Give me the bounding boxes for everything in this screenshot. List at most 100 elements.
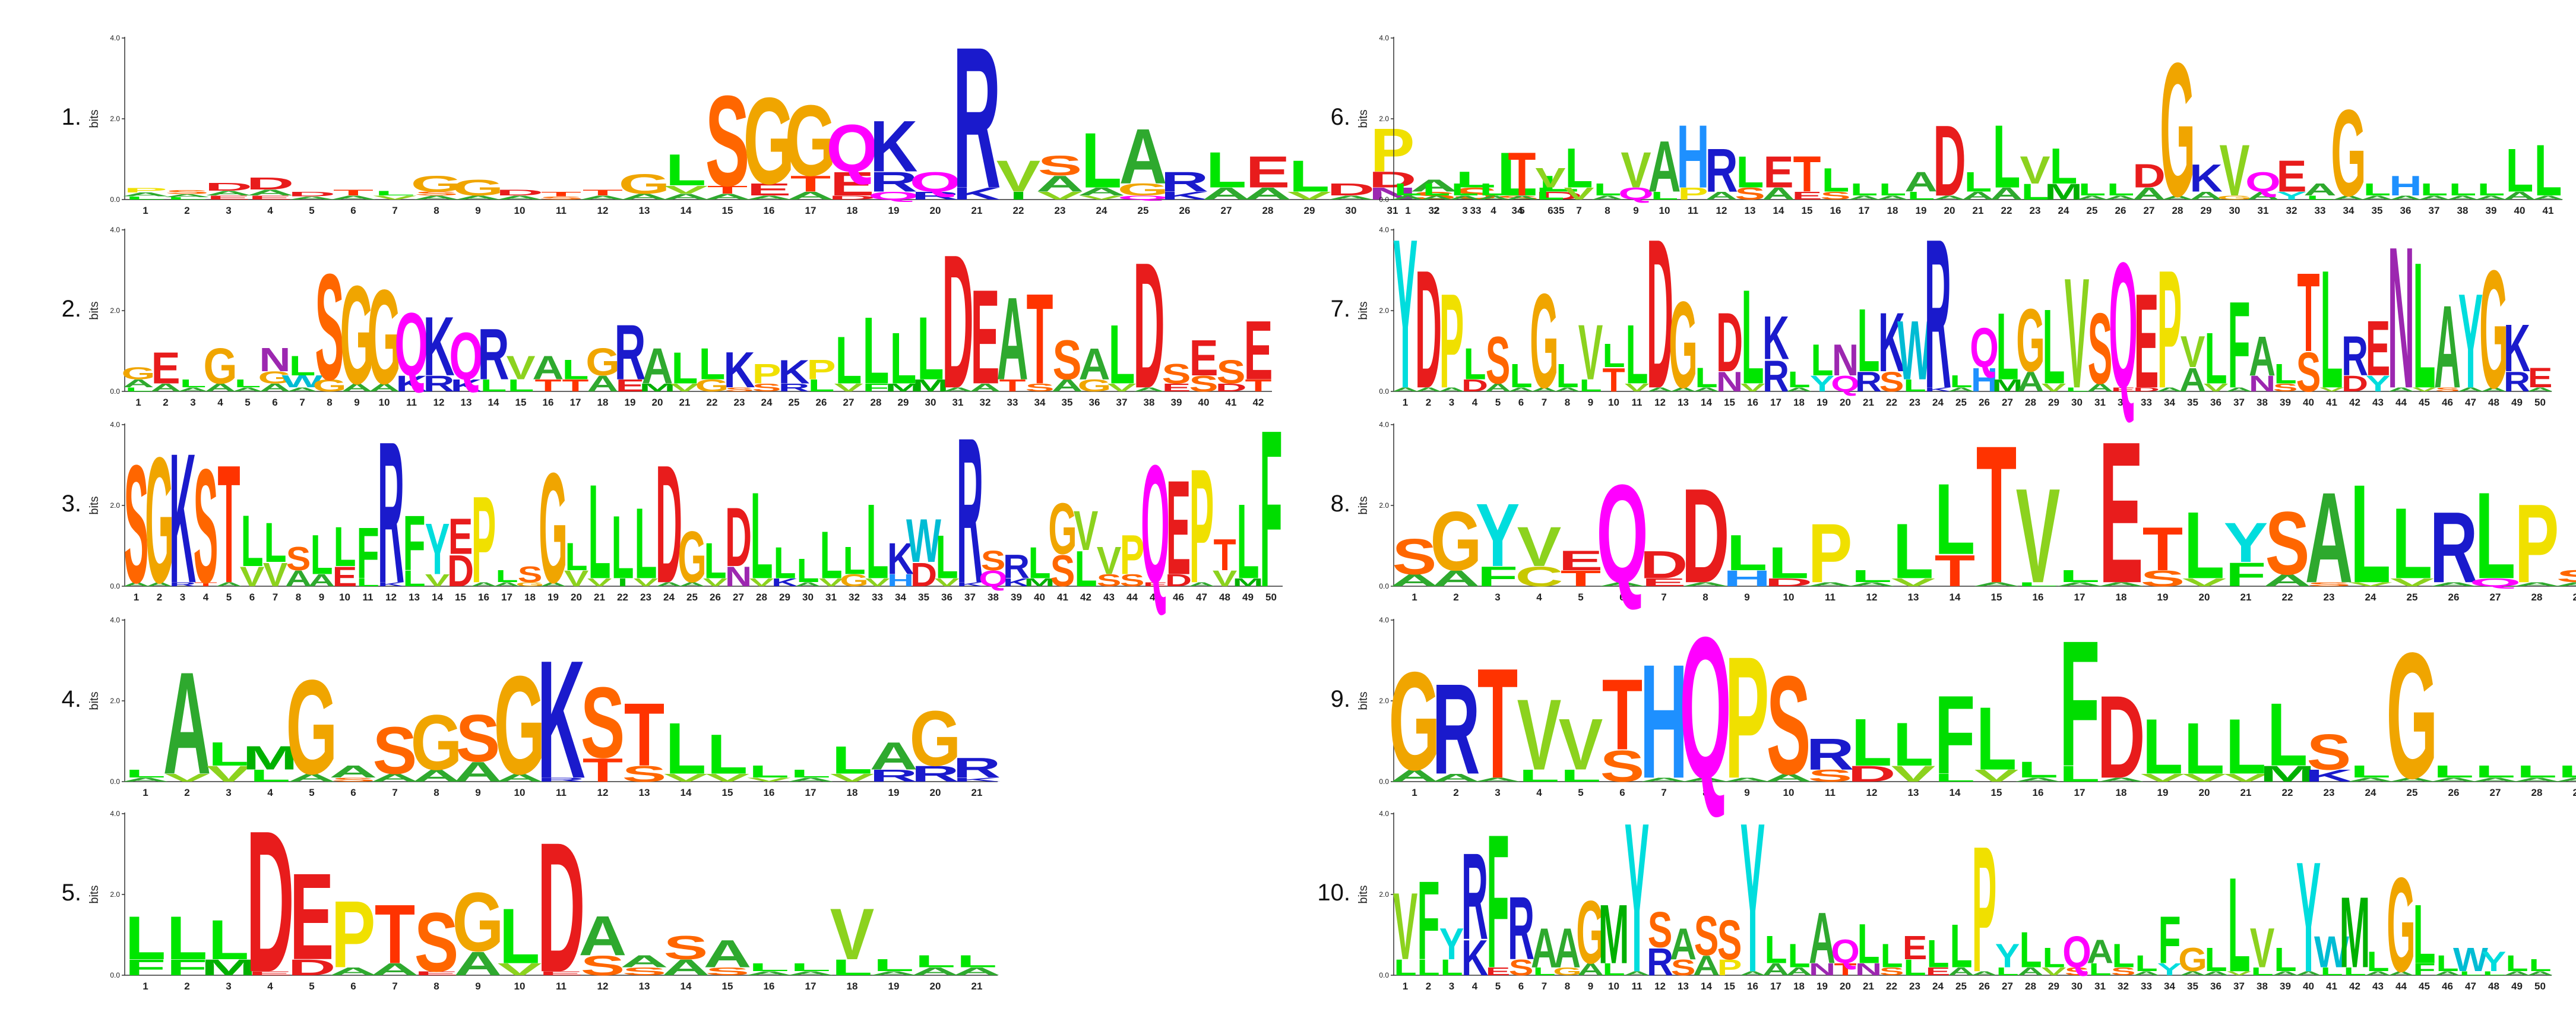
panel-1-logo-letter: R <box>912 189 960 202</box>
panel-7-logo-letter: G <box>1530 267 1559 416</box>
panel-10-position-label: 2 <box>1426 981 1431 992</box>
panel-7-logo-letter: A <box>2527 387 2553 393</box>
panel-9-logo-letter: A <box>2471 776 2520 783</box>
panel-2-logo-letter: R <box>477 314 509 395</box>
panel-10-logo-letter: S <box>1671 955 1696 980</box>
panel-10-logo-letter: Y <box>1439 918 1464 969</box>
panel-7-logo-letter: S <box>1879 366 1904 397</box>
panel-10-position-label: 6 <box>1518 981 1524 992</box>
panel-7-logo-letter: A <box>1647 387 1673 393</box>
panel-5-position-label: 20 <box>930 981 941 992</box>
panel-2-logo-letter: S <box>1189 371 1218 396</box>
panel-4-logo-letter: L <box>749 763 789 782</box>
panel-3-logo-letter: L <box>634 488 657 600</box>
panel-6-position-label: 3 <box>1462 205 1467 216</box>
panel-10-position-label: 28 <box>2025 981 2036 992</box>
panel-10-position-label: 13 <box>1678 981 1689 992</box>
panel-7-logo-letter: V <box>2319 387 2344 393</box>
panel-1-position-label: 23 <box>1055 205 1066 216</box>
panel-1-logo-letter: D <box>1369 167 1417 192</box>
panel-3-logo-letter: L <box>310 524 333 586</box>
panel-3-logo-letter: S <box>981 545 1006 576</box>
panel-2-logo-letter: F <box>863 381 890 394</box>
panel-5-logo-letter: T <box>375 887 415 982</box>
panel-5-position-label: 5 <box>309 981 314 992</box>
panel-9-position-label: 21 <box>2240 787 2252 798</box>
panel-9-logo-letter: L <box>2018 757 2058 782</box>
panel-8-logo-letter: S <box>1393 529 1437 586</box>
panel-1-logo-letter: A <box>1327 194 1375 201</box>
panel-8-position-label: 13 <box>1908 592 1919 603</box>
panel-8-logo-letter: F <box>2226 556 2266 593</box>
panel-2-position-label: 39 <box>1171 397 1182 408</box>
panel-8-logo-letter: A <box>1599 581 1647 587</box>
panel-1-logo-letter: L <box>125 195 166 200</box>
panel-7-position-label: 47 <box>2465 397 2476 408</box>
panel-6-position-label: 15 <box>1802 205 1813 216</box>
panel-4-position-label: 18 <box>847 787 858 798</box>
panel-2-logo-letter: A <box>259 381 290 394</box>
panel-5-logo-letter: L <box>749 961 789 973</box>
panel-10-logo-letter: M <box>1599 888 1629 982</box>
panel-2-position-label: 16 <box>543 397 554 408</box>
panel-5-logo-letter: S <box>664 929 708 966</box>
panel-7-position-label: 34 <box>2164 397 2175 408</box>
panel-9-logo-letter: L <box>1976 689 2017 789</box>
panel-8-logo-letter: T <box>1935 546 1975 596</box>
panel-1-logo-letter: T <box>707 184 748 196</box>
panel-7-logo-letter: D <box>2341 371 2368 396</box>
panel-8-position-label: 12 <box>1866 592 1878 603</box>
panel-9-logo-letter: L <box>2558 763 2576 782</box>
panel-8-position-label: 15 <box>1991 592 2002 603</box>
panel-10-logo-letter: V <box>2042 965 2067 978</box>
panel-10-position-label: 5 <box>1495 981 1501 992</box>
panel-1-logo-letter: S <box>1412 189 1457 202</box>
panel-3-logo-letter: L <box>264 511 286 574</box>
panel-6-position-label: 24 <box>2058 205 2069 216</box>
panel-10-logo-letter: Y <box>2482 946 2507 978</box>
panel-9-logo-letter: A <box>2430 776 2478 783</box>
panel-10-logo-letter: L <box>1950 912 1972 981</box>
panel-8-logo-letter: Y <box>1476 486 1520 586</box>
panel-10-logo-letter: L <box>2366 946 2389 978</box>
panel-10-logo-letter: L <box>2436 951 2458 976</box>
panel-10-logo-letter: L <box>1926 932 1949 976</box>
panel-7-position-label: 42 <box>2349 397 2360 408</box>
panel-7-logo-letter: V <box>1578 308 1603 396</box>
panel-2-position-label: 26 <box>816 397 827 408</box>
panel-7-logo-letter: D <box>1415 236 1442 423</box>
panel-6-logo-letter: A <box>2389 194 2422 201</box>
panel-4-position-label: 19 <box>888 787 900 798</box>
panel-1-logo-letter: A <box>704 192 752 201</box>
panel-10-logo-letter: A <box>1948 965 1974 978</box>
panel-2-logo-letter: R <box>778 381 809 394</box>
panel-1-position-label: 3 <box>226 205 231 216</box>
panel-1-logo-letter: D <box>828 194 876 201</box>
panel-3-position-label: 15 <box>455 592 466 603</box>
panel-3-logo-letter: A <box>795 581 821 587</box>
panel-2-ylabel: bits <box>88 301 101 320</box>
panel-9-logo-letter: A <box>1474 776 1522 783</box>
panel-10-logo-letter: A <box>1971 970 1998 976</box>
panel-8-position-label: 6 <box>1619 592 1625 603</box>
panel-9-position-label: 17 <box>2074 787 2086 798</box>
panel-5-position-label: 12 <box>597 981 609 992</box>
panel-10-ytick-label: 2.0 <box>1379 890 1389 899</box>
panel-3-logo-letter: P <box>1189 435 1214 617</box>
panel-9-logo-letter: L <box>2226 703 2266 791</box>
panel-10-logo-letter: G <box>1576 883 1605 983</box>
panel-9-position-label: 13 <box>1908 787 1919 798</box>
panel-6-position-label: 8 <box>1605 205 1610 216</box>
panel-6-logo-letter: D <box>2132 157 2165 195</box>
panel-7-logo-letter: A <box>2480 387 2507 393</box>
panel-3-logo-letter: L <box>403 566 425 591</box>
panel-2-logo-letter: G <box>695 377 729 395</box>
panel-2-logo-letter: L <box>180 377 207 390</box>
panel-3-position-label: 43 <box>1103 592 1115 603</box>
panel-8-logo-letter: D <box>1640 543 1688 586</box>
panel-6-logo-letter: A <box>1591 194 1624 201</box>
panel-7-position-label: 41 <box>2326 397 2337 408</box>
panel-6-logo-letter: E <box>2276 151 2306 201</box>
panel-6-ytick-label: 0.0 <box>1379 195 1389 204</box>
panel-1-position-label: 29 <box>1304 205 1315 216</box>
